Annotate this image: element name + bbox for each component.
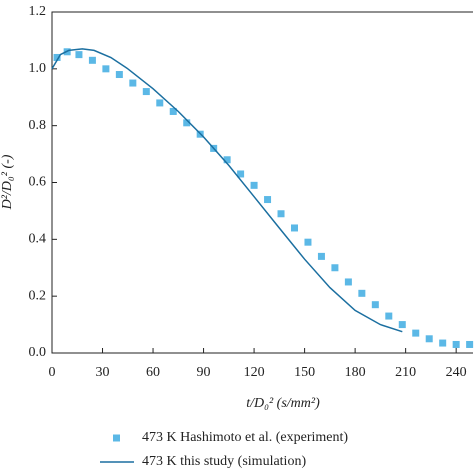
x-axis-label: t/D₀² (s/mm²) — [246, 396, 320, 411]
legend-label: 473 K Hashimoto et al. (experiment) — [142, 430, 348, 445]
y-tick-label: 1.2 — [29, 4, 47, 19]
data-point — [304, 238, 312, 246]
data-point — [129, 79, 137, 87]
x-tick-label: 180 — [345, 365, 366, 380]
x-tick-label: 90 — [197, 365, 211, 380]
data-point — [115, 71, 123, 79]
data-point — [88, 56, 96, 64]
data-point — [398, 321, 406, 329]
data-point — [156, 99, 164, 107]
data-point — [183, 119, 191, 127]
data-point — [412, 329, 420, 337]
data-point — [142, 88, 150, 96]
data-point — [439, 339, 447, 347]
data-point — [264, 196, 272, 204]
data-point — [169, 107, 177, 115]
y-axis-label: D²/D₀² (-) — [0, 154, 15, 210]
data-line — [51, 48, 403, 333]
data-point — [425, 335, 433, 343]
x-tick-label: 210 — [395, 365, 416, 380]
x-tick-label: 0 — [49, 365, 56, 380]
data-point — [290, 224, 298, 232]
data-point — [75, 51, 83, 59]
x-tick-label: 60 — [146, 365, 160, 380]
data-point — [277, 210, 285, 218]
y-tick-label: 0.4 — [29, 232, 47, 247]
data-point — [223, 156, 231, 164]
data-point — [237, 170, 245, 178]
x-tick-label: 120 — [244, 365, 265, 380]
x-tick-label: 150 — [294, 365, 315, 380]
data-point — [331, 264, 339, 272]
legend-marker — [113, 434, 120, 442]
y-tick-label: 0.0 — [29, 345, 47, 360]
data-point — [466, 340, 474, 348]
data-point — [250, 181, 258, 189]
data-point — [385, 312, 393, 320]
x-tick-label: 30 — [96, 365, 110, 380]
data-point — [371, 301, 379, 309]
data-point — [53, 53, 61, 61]
data-point — [358, 289, 366, 297]
data-point — [102, 65, 110, 73]
y-tick-label: 0.2 — [29, 288, 47, 303]
data-point — [344, 278, 352, 286]
plot-frame — [51, 11, 473, 354]
legend-label: 473 K this study (simulation) — [142, 454, 306, 469]
y-tick-label: 1.0 — [29, 61, 47, 76]
y-tick-label: 0.8 — [29, 118, 47, 133]
data-point — [452, 340, 460, 348]
x-tick-label: 240 — [446, 365, 467, 380]
data-point — [317, 252, 325, 260]
y-tick-label: 0.6 — [29, 175, 47, 190]
